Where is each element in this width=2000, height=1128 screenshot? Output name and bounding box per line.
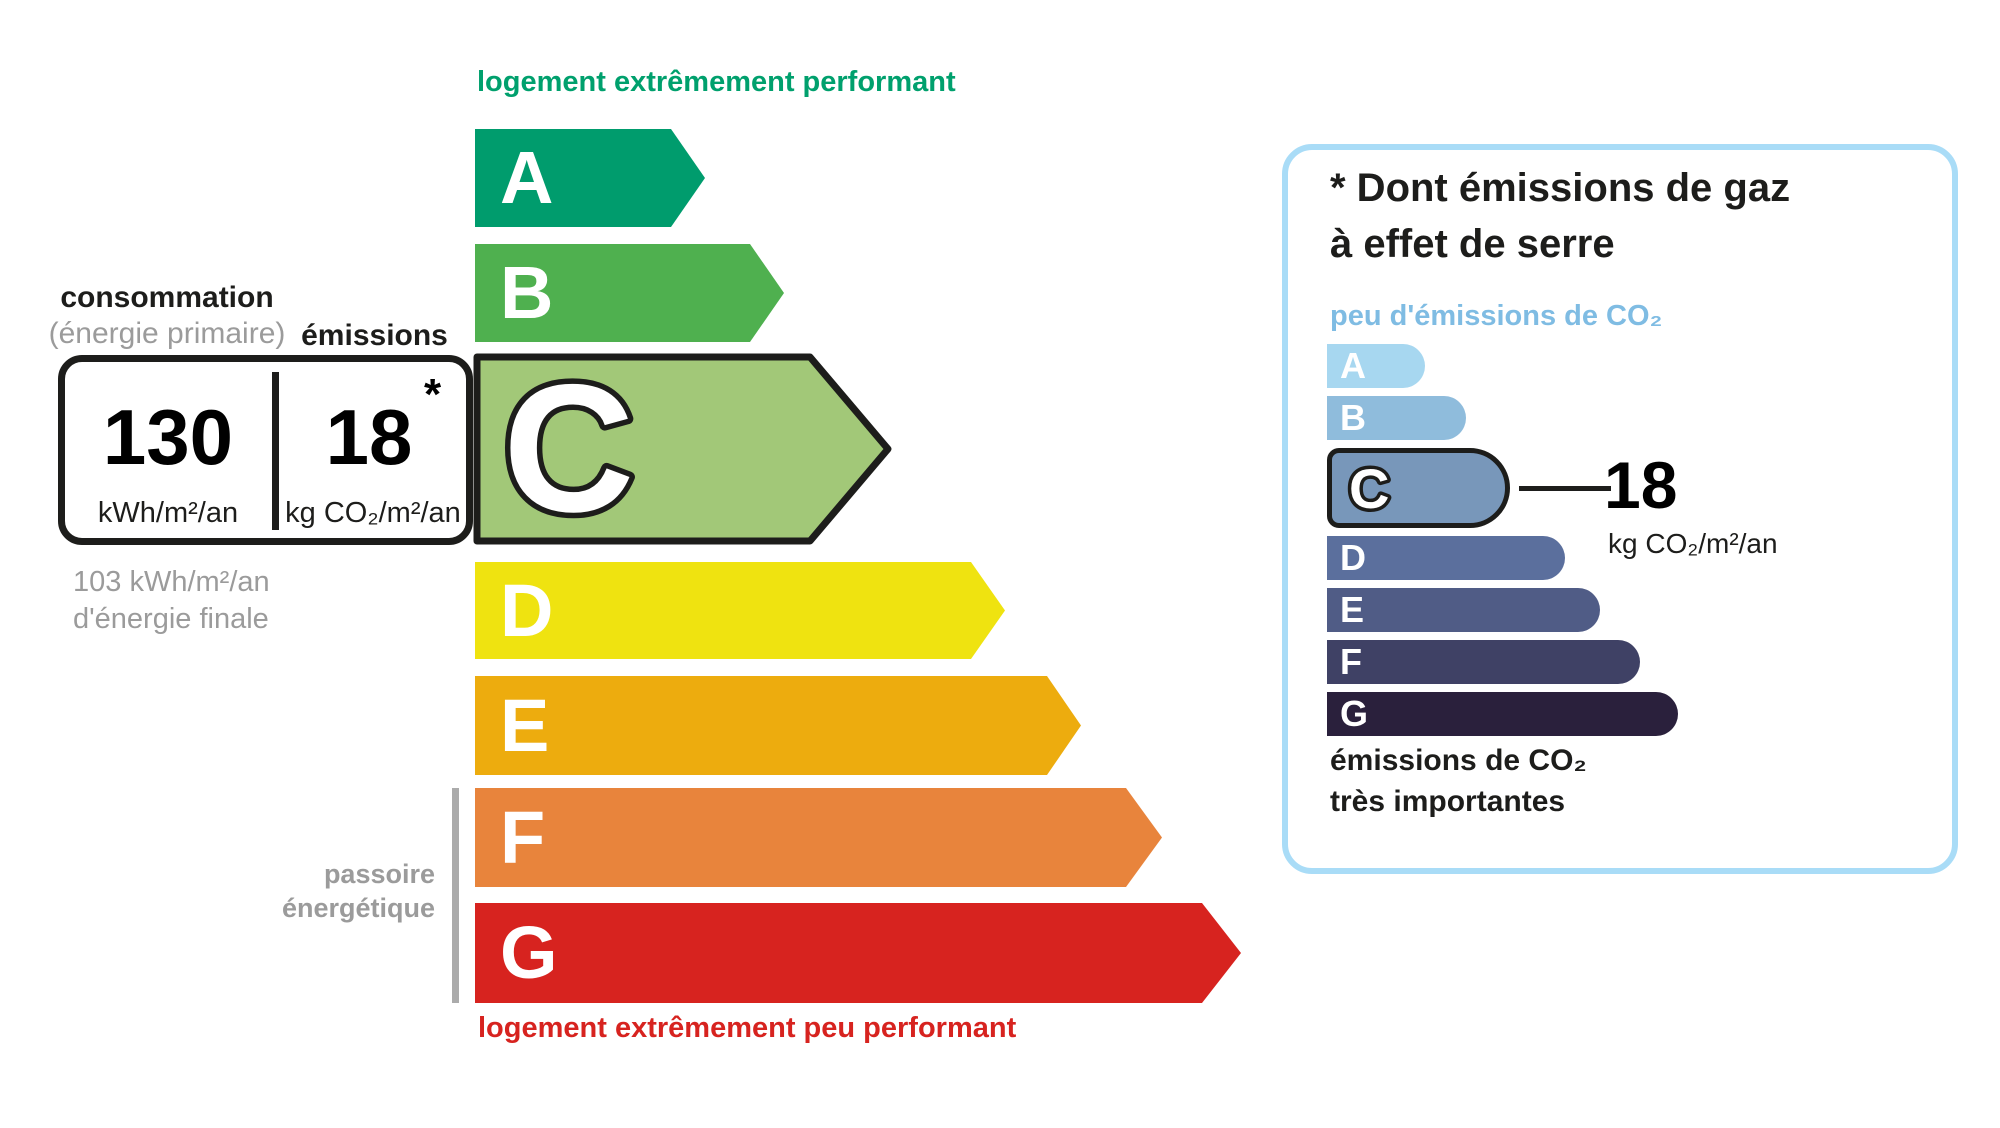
co2-bar-e-letter: E <box>1340 589 1365 630</box>
energy-sieve-line2: énergétique <box>281 893 435 923</box>
consumption-label: consommation <box>60 281 274 314</box>
co2-bar-d: D <box>1327 536 1565 580</box>
co2-panel-title-line1: * Dont émissions de gaz <box>1330 166 1791 210</box>
energy-bar-f: F <box>475 788 1162 887</box>
co2-bar-g-letter: G <box>1340 693 1369 734</box>
emissions-unit: kg CO₂/m²/an <box>285 497 461 529</box>
energy-bar-g-letter: G <box>500 911 558 994</box>
energy-bar-g: G <box>475 903 1241 1003</box>
co2-panel-title-line2: à effet de serre <box>1330 222 1615 266</box>
energy-bar-a-letter: A <box>500 136 554 219</box>
energy-bar-b-letter: B <box>500 251 554 334</box>
energy-bar-f-letter: F <box>500 795 546 879</box>
emissions-asterisk: * <box>424 370 442 419</box>
final-energy-line2: d'énergie finale <box>73 603 269 635</box>
top-performance-caption: logement extrêmement performant <box>477 66 956 98</box>
energy-bar-c-letter: C <box>503 353 634 545</box>
energy-bar-a: A <box>475 129 705 227</box>
values-box <box>58 355 473 545</box>
primary-energy-sublabel: (énergie primaire) <box>48 317 286 350</box>
co2-bar-g: G <box>1327 692 1678 736</box>
energy-bar-c: C <box>473 353 892 545</box>
energy-sieve-bracket <box>452 788 459 1003</box>
energy-bar-e: E <box>475 676 1081 775</box>
energy-bar-e-letter: E <box>500 683 550 767</box>
emissions-label: émissions <box>301 319 448 352</box>
final-energy-line1: 103 kWh/m²/an <box>73 566 270 598</box>
co2-bar-c: C <box>1327 448 1510 528</box>
low-co2-caption: peu d'émissions de CO₂ <box>1330 300 1663 332</box>
bottom-performance-caption: logement extrêmement peu performant <box>478 1012 1017 1044</box>
co2-value: 18 <box>1604 448 1678 522</box>
co2-bar-b: B <box>1327 396 1466 440</box>
high-co2-caption: émissions de CO₂ très importantes <box>1330 740 1587 822</box>
co2-value-connector-line <box>1519 486 1611 491</box>
co2-bar-d-letter: D <box>1340 537 1366 578</box>
energy-bar-c-shape <box>473 353 892 545</box>
co2-bar-f: F <box>1327 640 1640 684</box>
co2-bar-b-letter: B <box>1340 397 1366 438</box>
energy-bar-d-letter: D <box>500 568 554 652</box>
emissions-value: 18 <box>325 393 413 481</box>
co2-bar-f-letter: F <box>1340 641 1362 682</box>
energy-sieve-line1: passoire <box>323 859 435 889</box>
co2-panel <box>1282 144 1958 874</box>
co2-bar-c-letter-svg: C <box>1346 454 1393 524</box>
co2-bar-a: A <box>1327 344 1425 388</box>
co2-bar-c-letter: C <box>1349 457 1389 520</box>
co2-bar-e: E <box>1327 588 1600 632</box>
consumption-value: 130 <box>102 393 234 481</box>
energy-sieve-label: passoire énergétique <box>225 857 435 925</box>
final-energy-note: 103 kWh/m²/an d'énergie finale <box>73 564 270 638</box>
co2-value-unit: kg CO₂/m²/an <box>1608 528 1778 559</box>
high-co2-caption-line2: très importantes <box>1330 785 1566 818</box>
energy-bar-d: D <box>475 562 1005 659</box>
energy-bar-b: B <box>475 244 784 342</box>
co2-bar-a-letter: A <box>1340 345 1366 386</box>
consumption-unit: kWh/m²/an <box>97 497 239 529</box>
values-box-divider <box>272 372 279 530</box>
high-co2-caption-line1: émissions de CO₂ <box>1330 744 1587 777</box>
